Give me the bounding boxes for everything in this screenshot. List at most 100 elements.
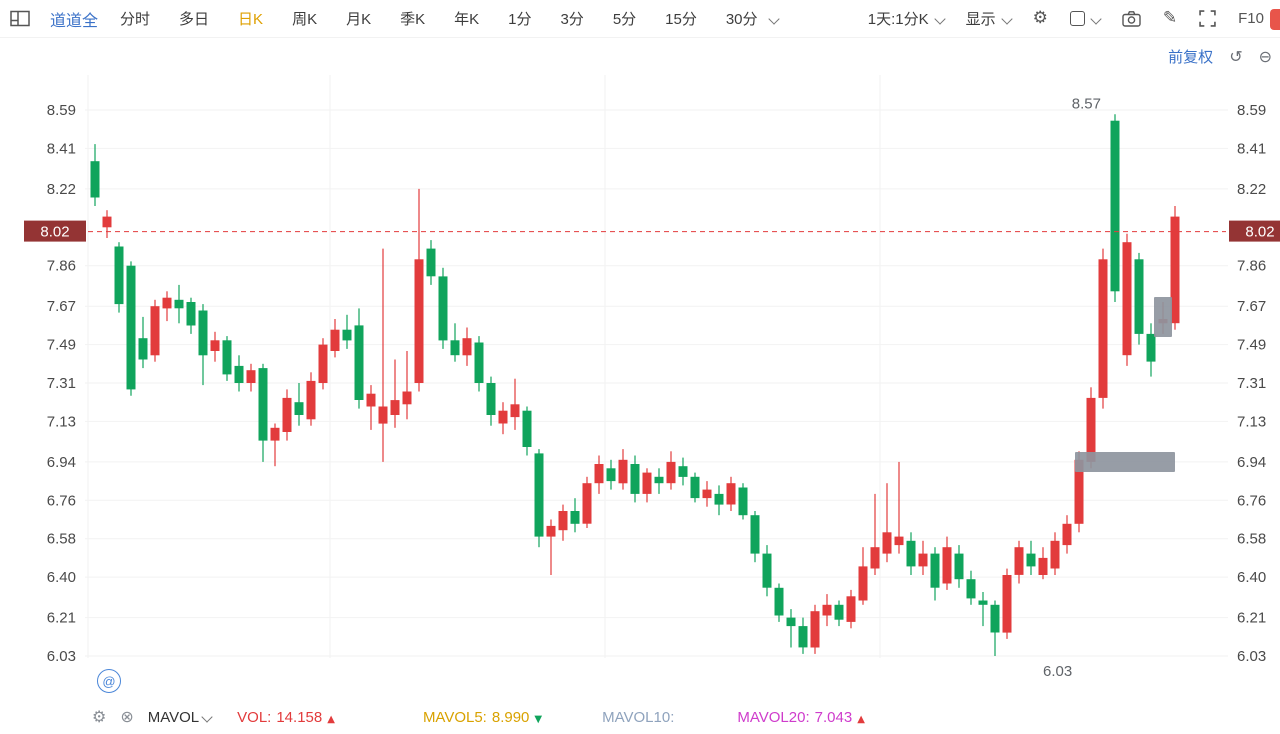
candle — [678, 457, 688, 486]
indicator-panel-select[interactable] — [1069, 11, 1102, 26]
settings-gear-icon[interactable]: ⚙ — [1032, 8, 1048, 28]
candle — [786, 609, 796, 648]
svg-text:6.76: 6.76 — [47, 492, 76, 509]
chevron-down-icon — [1000, 12, 1013, 25]
pencil-icon[interactable]: ✎ — [1162, 8, 1178, 28]
candle — [750, 511, 760, 563]
tab-月K[interactable]: 月K — [346, 11, 372, 28]
price-tag: 8.02 — [24, 220, 86, 242]
candle — [774, 583, 784, 622]
window-layout-icon[interactable] — [10, 10, 30, 27]
candle — [666, 451, 676, 490]
candle — [618, 449, 628, 490]
svg-text:7.49: 7.49 — [47, 337, 76, 354]
candle — [426, 240, 436, 285]
candle — [138, 316, 148, 369]
candle — [102, 210, 112, 238]
candle — [642, 468, 652, 503]
price-tag: 8.02 — [1229, 220, 1280, 242]
adjust-mode-label[interactable]: 前复权 — [1168, 49, 1214, 66]
svg-text:7.67: 7.67 — [1237, 298, 1266, 315]
candle — [1038, 547, 1048, 580]
indicator-name[interactable]: MAVOL — [147, 708, 200, 726]
candle — [174, 284, 184, 324]
candle — [378, 248, 388, 462]
candle — [186, 297, 196, 334]
candle — [726, 476, 736, 511]
candle — [90, 144, 100, 206]
candle — [702, 481, 712, 507]
candle — [354, 308, 364, 409]
svg-text:8.59: 8.59 — [47, 102, 76, 119]
display-select[interactable]: 显示 — [965, 8, 1013, 29]
mavol5-readout: MAVOL5: 8.990 ▼ — [423, 709, 542, 726]
mavol20-readout: MAVOL20: 7.043 ▲ — [737, 709, 865, 726]
candle — [1146, 323, 1156, 377]
candle — [882, 483, 892, 563]
tab-季K[interactable]: 季K — [400, 11, 426, 28]
vol-readout: VOL: 14.158 ▲ — [237, 709, 335, 726]
candle — [294, 383, 304, 426]
mavol5-value: 8.990 — [491, 708, 530, 726]
f10-link[interactable]: F10 — [1238, 10, 1264, 27]
svg-text:7.13: 7.13 — [1237, 413, 1266, 430]
undo-icon[interactable]: ↺ — [1229, 46, 1243, 66]
tab-3分[interactable]: 3分 — [560, 11, 584, 28]
up-triangle-icon: ▲ — [857, 713, 865, 725]
up-triangle-icon: ▲ — [327, 713, 335, 725]
svg-text:6.40: 6.40 — [47, 569, 76, 586]
indicator-settings-gear-icon[interactable]: ⚙ — [92, 707, 107, 726]
mavol10-readout: MAVOL10: — [602, 709, 679, 726]
svg-text:6.94: 6.94 — [1237, 454, 1266, 471]
candle — [738, 483, 748, 520]
candle — [846, 589, 856, 629]
candle — [570, 498, 580, 533]
tab-多日[interactable]: 多日 — [179, 11, 210, 28]
candle — [282, 389, 292, 441]
candle — [558, 504, 568, 541]
candle — [318, 338, 328, 390]
candle — [834, 600, 844, 627]
candle — [858, 547, 868, 605]
periods-more-chevron-icon[interactable] — [767, 12, 780, 25]
tab-30分[interactable]: 30分 — [725, 11, 758, 28]
stock-name[interactable]: 道道全 — [50, 12, 99, 30]
indicator-chevron-icon[interactable] — [201, 711, 213, 723]
candle — [990, 600, 1000, 656]
tab-分时[interactable]: 分时 — [120, 11, 151, 28]
tab-5分[interactable]: 5分 — [612, 11, 637, 28]
clipped-toolbar-icon[interactable] — [1270, 9, 1280, 30]
gray-overlay-box — [1154, 297, 1172, 337]
tab-年K[interactable]: 年K — [454, 11, 480, 28]
candle — [486, 376, 496, 426]
display-label: 显示 — [965, 11, 996, 28]
candle — [330, 319, 340, 358]
indicator-close-icon[interactable]: ⊗ — [120, 707, 134, 726]
candle — [246, 363, 256, 392]
candle — [906, 532, 916, 575]
interval-select[interactable]: 1天:1分K — [868, 8, 946, 29]
tab-15分[interactable]: 15分 — [665, 11, 697, 28]
svg-text:6.76: 6.76 — [1237, 492, 1266, 509]
svg-text:7.31: 7.31 — [47, 375, 76, 392]
candle — [918, 540, 928, 575]
svg-text:6.58: 6.58 — [1237, 531, 1266, 548]
camera-icon[interactable] — [1122, 10, 1141, 27]
zoom-out-icon[interactable]: ⊖ — [1258, 46, 1272, 66]
svg-text:8.41: 8.41 — [1237, 140, 1266, 157]
fullscreen-expand-icon[interactable] — [1199, 10, 1216, 27]
tab-1分[interactable]: 1分 — [508, 11, 532, 28]
candle — [942, 536, 952, 590]
candle — [1110, 114, 1120, 302]
svg-text:6.03: 6.03 — [47, 648, 76, 665]
candle — [258, 363, 268, 462]
candle — [1050, 532, 1060, 575]
indicator-bar: ⚙ ⊗ MAVOL VOL: 14.158 ▲ MAVOL5: 8.990 ▼ … — [0, 700, 1280, 734]
panel-box-icon — [1069, 11, 1085, 26]
tab-日K[interactable]: 日K — [238, 11, 264, 28]
tab-周K[interactable]: 周K — [292, 11, 318, 28]
candle — [150, 299, 160, 362]
svg-text:7.31: 7.31 — [1237, 375, 1266, 392]
candle — [522, 406, 532, 456]
